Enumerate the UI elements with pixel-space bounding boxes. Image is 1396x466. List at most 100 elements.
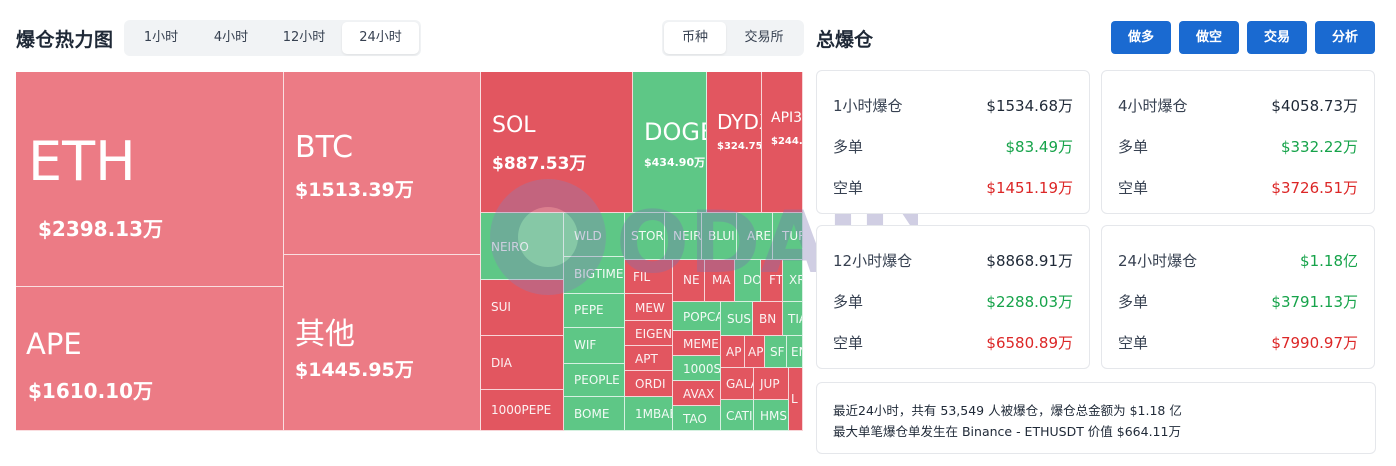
card-total: $8868.91万	[986, 252, 1073, 270]
treemap-cell-tia[interactable]: TIA	[783, 302, 803, 336]
cell-name: POPCA	[683, 310, 721, 324]
cell-name: GALA	[726, 377, 753, 391]
treemap-cell-blui[interactable]: BLUI	[702, 213, 737, 260]
treemap-cell-ma[interactable]: MA	[705, 260, 735, 302]
cell-name: AVAX	[683, 387, 715, 401]
card-title: 12小时爆仓	[833, 252, 913, 270]
treemap-cell-popca[interactable]: POPCA	[673, 302, 721, 331]
treemap-cell-people[interactable]: PEOPLE	[564, 364, 625, 397]
treemap-cell-hms[interactable]: HMS	[754, 400, 789, 431]
treemap-cell-1000pepe[interactable]: 1000PEPE	[481, 390, 564, 431]
treemap-cell-dia[interactable]: DIA	[481, 336, 564, 390]
cell-name: 其他	[295, 317, 355, 352]
cell-name: ETH	[28, 130, 136, 193]
cell-name: XR	[789, 273, 802, 287]
cell-name: ARE	[747, 229, 772, 243]
treemap-cell-eth[interactable]: ETH $2398.13万	[16, 72, 284, 287]
treemap-cell-1000s[interactable]: 1000S	[673, 356, 721, 381]
treemap-cell-bn[interactable]: BN	[753, 302, 783, 336]
treemap-cell-sui[interactable]: SUI	[481, 280, 564, 336]
treemap-cell-ft[interactable]: FT	[761, 260, 783, 302]
cell-name: 1000PEPE	[491, 403, 552, 417]
tab-1h[interactable]: 1小时	[143, 30, 179, 45]
tab-by-coin[interactable]: 币种	[664, 22, 726, 54]
treemap-cell-mew[interactable]: MEW	[625, 294, 673, 321]
treemap-cell-sf[interactable]: SF	[765, 336, 787, 368]
cell-name: SOL	[492, 113, 536, 138]
cell-name: SUI	[491, 300, 511, 314]
cell-name: TIA	[788, 312, 802, 326]
treemap-cell-eigen[interactable]: EIGEN	[625, 321, 673, 346]
treemap-cell-ap[interactable]: AP	[721, 336, 745, 368]
treemap-cell-sol[interactable]: SOL $887.53万	[481, 72, 633, 213]
treemap-cell-cati[interactable]: CATI	[721, 400, 754, 431]
cell-name: NE	[683, 273, 700, 287]
treemap-cell-doge[interactable]: DOGE $434.90万	[633, 72, 707, 213]
treemap-cell-ape[interactable]: APE $1610.10万	[16, 287, 284, 431]
liquidation-summary: 最近24小时，共有 53,549 人被爆仓，爆仓总金额为 $1.18 亿 最大单…	[816, 382, 1376, 454]
long-value: $3791.13万	[1271, 293, 1358, 311]
total-liquidation-title: 总爆仓	[816, 29, 874, 51]
cell-name: L	[791, 392, 798, 406]
treemap-cell-l[interactable]: L	[789, 368, 803, 431]
treemap-cell-fil[interactable]: FIL	[625, 260, 673, 294]
cell-name: MA	[712, 273, 731, 287]
cell-name: API3	[771, 110, 803, 126]
treemap-cell-jup[interactable]: JUP	[754, 368, 789, 400]
cell-name: APE	[26, 327, 82, 361]
treemap-cell-tur[interactable]: TUR	[773, 213, 803, 260]
treemap-cell-ordi[interactable]: ORDI	[625, 371, 673, 397]
analysis-button[interactable]: 分析	[1315, 21, 1375, 54]
cell-value: $244.	[771, 136, 803, 147]
cell-name: CATI	[726, 409, 753, 423]
cell-name: JUP	[760, 377, 780, 391]
group-by-tabs: 币种 交易所	[662, 20, 804, 56]
treemap-cell-xr[interactable]: XR	[783, 260, 803, 302]
cell-name: DOGE	[644, 118, 706, 146]
cell-name: HMS	[760, 409, 787, 423]
treemap-cell-gala[interactable]: GALA	[721, 368, 754, 400]
treemap-cell-apt[interactable]: APT	[625, 346, 673, 371]
treemap-cell-ap[interactable]: AP	[745, 336, 765, 368]
treemap-cell-do[interactable]: DO	[735, 260, 761, 302]
treemap-cell-wif[interactable]: WIF	[564, 328, 625, 364]
treemap-cell-sus[interactable]: SUS	[721, 302, 753, 336]
treemap-cell-en[interactable]: EN	[787, 336, 803, 368]
tab-12h[interactable]: 12小时	[282, 30, 326, 45]
treemap-cell-pepe[interactable]: PEPE	[564, 294, 625, 328]
treemap-cell-neir[interactable]: NEIR	[665, 213, 702, 260]
long-button[interactable]: 做多	[1111, 21, 1171, 54]
treemap-cell-ne[interactable]: NE	[673, 260, 705, 302]
treemap-cell-tao[interactable]: TAO	[673, 406, 721, 431]
short-label: 空单	[1118, 334, 1149, 352]
long-value: $2288.03万	[986, 293, 1073, 311]
tab-24h[interactable]: 24小时	[342, 22, 419, 54]
cell-name: MEME	[683, 337, 719, 351]
treemap-cell-meme[interactable]: MEME	[673, 331, 721, 356]
treemap-cell-api3[interactable]: API3 $244.	[762, 72, 803, 213]
treemap-cell-btc[interactable]: BTC $1513.39万	[284, 72, 481, 255]
treemap-cell-1mbae[interactable]: 1MBAE	[625, 397, 673, 431]
cell-name: PEPE	[574, 303, 604, 317]
trade-button[interactable]: 交易	[1247, 21, 1307, 54]
tab-by-exchange[interactable]: 交易所	[744, 30, 784, 45]
treemap-cell-stor[interactable]: STOR	[625, 213, 665, 260]
tab-4h[interactable]: 4小时	[213, 30, 249, 45]
cell-value: $1610.10万	[28, 379, 154, 403]
card-total: $1.18亿	[1300, 252, 1358, 270]
treemap-cell-dydx[interactable]: DYDX $324.75万	[707, 72, 762, 213]
short-button[interactable]: 做空	[1179, 21, 1239, 54]
treemap-cell-bome[interactable]: BOME	[564, 397, 625, 431]
card-total: $4058.73万	[1271, 97, 1358, 115]
treemap-cell-neiro[interactable]: NEIRO	[481, 213, 564, 280]
treemap-cell-avax[interactable]: AVAX	[673, 381, 721, 406]
cell-value: $1445.95万	[295, 359, 414, 381]
treemap-cell-bigtime[interactable]: BIGTIME	[564, 257, 625, 294]
treemap-cell-are[interactable]: ARE	[737, 213, 773, 260]
liquidation-card-4h: 4小时爆仓 $4058.73万 多单 $332.22万 空单 $3726.51万	[1101, 70, 1375, 214]
short-value: $1451.19万	[986, 179, 1073, 197]
cell-name: MEW	[635, 301, 665, 315]
treemap-cell-wld[interactable]: WLD	[564, 213, 625, 257]
cell-name: FT	[769, 273, 783, 287]
treemap-cell-其他[interactable]: 其他 $1445.95万	[284, 255, 481, 431]
